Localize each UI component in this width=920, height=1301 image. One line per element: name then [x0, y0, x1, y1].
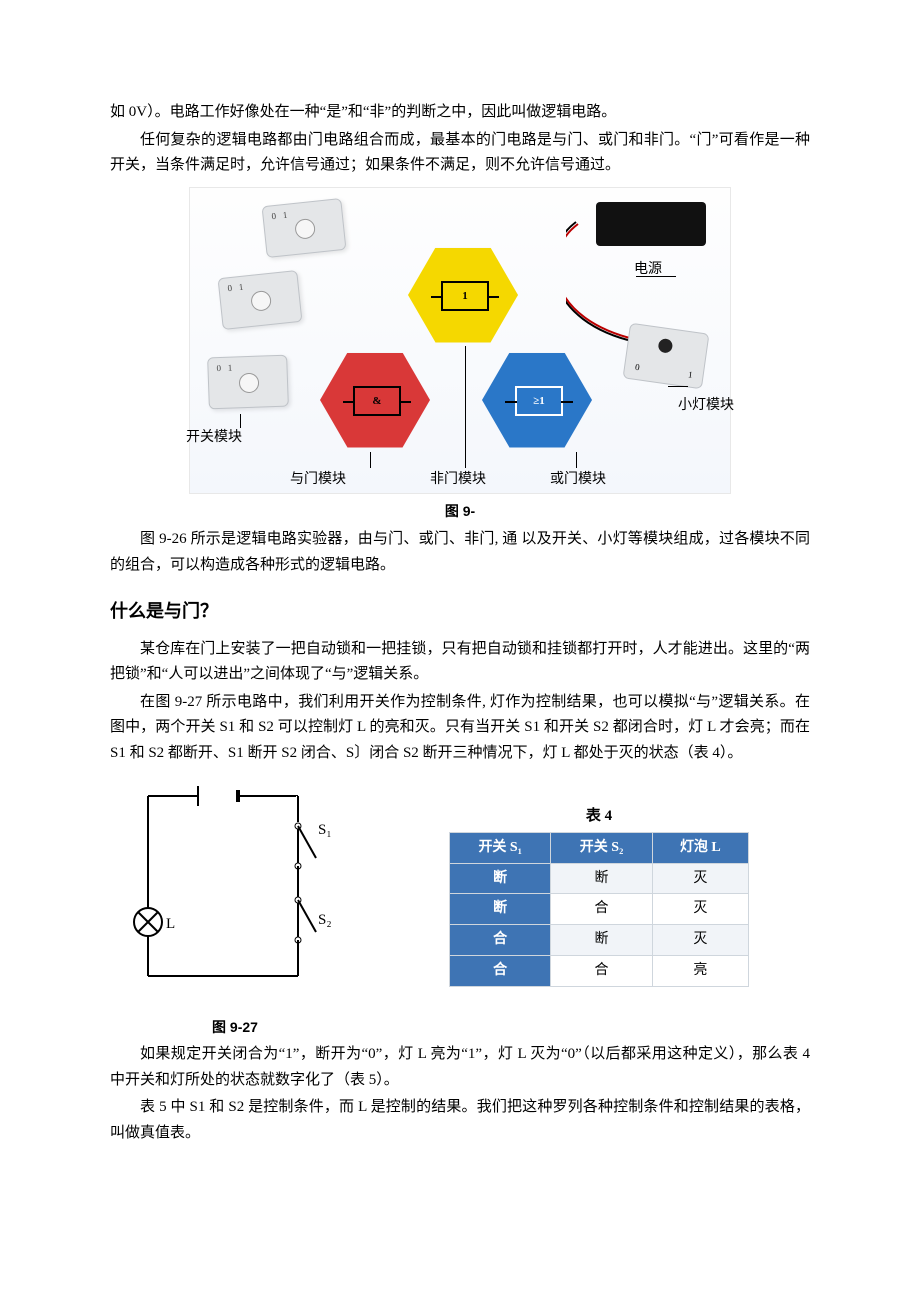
table-row: 合 断 灭	[450, 925, 749, 956]
not-gate-module: 1	[408, 248, 518, 343]
label-not-module: 非门模块	[430, 468, 486, 492]
heading-and-gate: 什么是与门？	[110, 596, 810, 627]
circuit-diagram: S₁ S₂ L	[118, 776, 368, 1016]
figure-9-26-caption: 图 9-	[110, 500, 810, 524]
and-gate-module: &	[320, 353, 430, 448]
figure-9-27-row: S₁ S₂ L 图 9-27 表 4 开关 S₁ 开关 S₂ 灯泡 L 断 断 …	[110, 776, 810, 1042]
table-4-caption: 表 4	[398, 804, 800, 830]
figure-9-26: 1 & ≥1 0 1 电源 小灯模块 开关模块 与门模块 非门模块 或门模块	[189, 187, 731, 494]
lamp-module: 0 1	[622, 322, 709, 389]
paragraph-and-1: 某仓库在门上安装了一把自动锁和一把挂锁，只有把自动锁和挂锁都打开时，人才能进出。…	[110, 637, 810, 688]
label-and-module: 与门模块	[290, 468, 346, 492]
table-header: 灯泡 L	[652, 832, 748, 863]
figure-9-27-caption: 图 9-27	[110, 1016, 360, 1040]
label-lamp: L	[166, 916, 175, 932]
table-row: 断 断 灭	[450, 863, 749, 894]
paragraph-intro-2: 任何复杂的逻辑电路都由门电路组合而成，最基本的门电路是与门、或门和非门。“门”可…	[110, 128, 810, 179]
table-row: 开关 S₁ 开关 S₂ 灯泡 L	[450, 832, 749, 863]
paragraph-tail-1: 如果规定开关闭合为“1”，断开为“0”，灯 L 亮为“1”，灯 L 灭为“0”（…	[110, 1042, 810, 1093]
label-switch-module: 开关模块	[186, 426, 242, 450]
table-row: 断 合 灭	[450, 894, 749, 925]
table-4-wrap: 表 4 开关 S₁ 开关 S₂ 灯泡 L 断 断 灭 断 合 灭	[368, 776, 810, 986]
switch-module-1	[262, 197, 347, 257]
table-header: 开关 S₁	[450, 832, 551, 863]
paragraph-tail-2: 表 5 中 S1 和 S2 是控制条件，而 L 是控制的结果。我们把这种罗列各种…	[110, 1095, 810, 1146]
switch-module-2	[218, 269, 303, 329]
label-s1: S₁	[318, 822, 332, 838]
or-gate-module: ≥1	[482, 353, 592, 448]
label-power: 电源	[634, 258, 662, 282]
and-gate-symbol: &	[353, 386, 401, 417]
table-header: 开关 S₂	[551, 832, 652, 863]
figure-9-27-col: S₁ S₂ L 图 9-27	[110, 776, 368, 1042]
switch-module-3	[207, 354, 289, 409]
not-gate-symbol: 1	[441, 281, 489, 312]
label-lamp-module: 小灯模块	[678, 394, 734, 418]
paragraph-intro-1: 如 0V）。电路工作好像处在一种“是”和“非”的判断之中，因此叫做逻辑电路。	[110, 100, 810, 126]
paragraph-and-2: 在图 9-27 所示电路中，我们利用开关作为控制条件, 灯作为控制结果，也可以模…	[110, 690, 810, 767]
table-row: 合 合 亮	[450, 956, 749, 987]
or-gate-symbol: ≥1	[515, 386, 563, 417]
label-s2: S₂	[318, 912, 332, 928]
label-or-module: 或门模块	[550, 468, 606, 492]
page: 如 0V）。电路工作好像处在一种“是”和“非”的判断之中，因此叫做逻辑电路。 任…	[0, 0, 920, 1301]
figure-9-26-description: 图 9-26 所示是逻辑电路实验器，由与门、或门、非门, 通 以及开关、小灯等模…	[110, 527, 810, 578]
table-4: 开关 S₁ 开关 S₂ 灯泡 L 断 断 灭 断 合 灭 合 断 灭	[449, 832, 749, 987]
